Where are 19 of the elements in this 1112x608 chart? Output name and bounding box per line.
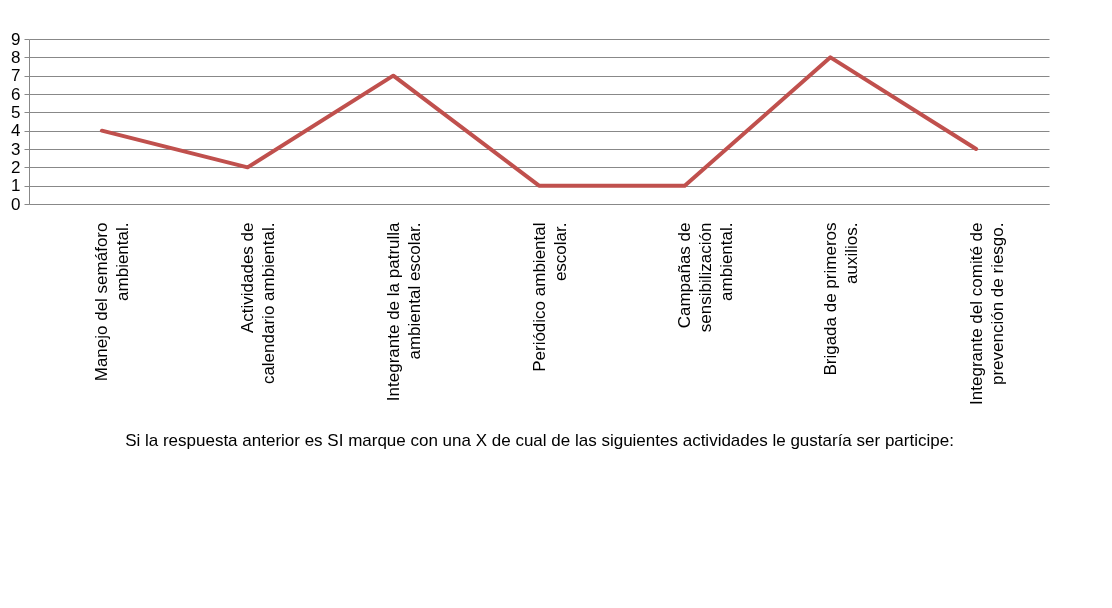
y-tick-label: 3 (11, 139, 21, 159)
x-tick-label: Integrante de la patrulla ambiental escolar. (383, 221, 424, 402)
line-series (99, 55, 979, 188)
y-tick-label: 5 (11, 102, 21, 122)
x-tick-label: Integrante del comité de prevención de riesgo. (966, 222, 1007, 405)
x-tick-label: Brigada de primeros auxilios. (820, 222, 861, 376)
x-tick-label: Campañas de sensibilización ambiental. (675, 222, 737, 333)
y-tick-label: 7 (11, 66, 21, 86)
x-axis-title: Si la respuesta anterior es SI marque con una X de cual de las siguientes actividades le gustaría ser participe: (125, 430, 954, 450)
y-tick-label: 9 (11, 29, 21, 49)
y-tick-label: 0 (11, 194, 21, 214)
x-tick-label: Manejo del semáforo ambiental. (92, 222, 133, 382)
y-tick-label: 6 (11, 84, 21, 104)
y-tick-label: 4 (11, 121, 21, 141)
y-tick-label: 2 (11, 157, 21, 177)
y-tick-label: 8 (11, 47, 21, 67)
x-tick-label: Actividades de calendario ambiental. (238, 222, 279, 385)
x-tick-label: Periódico ambiental escolar. (529, 222, 570, 372)
y-tick-label: 1 (11, 176, 21, 196)
